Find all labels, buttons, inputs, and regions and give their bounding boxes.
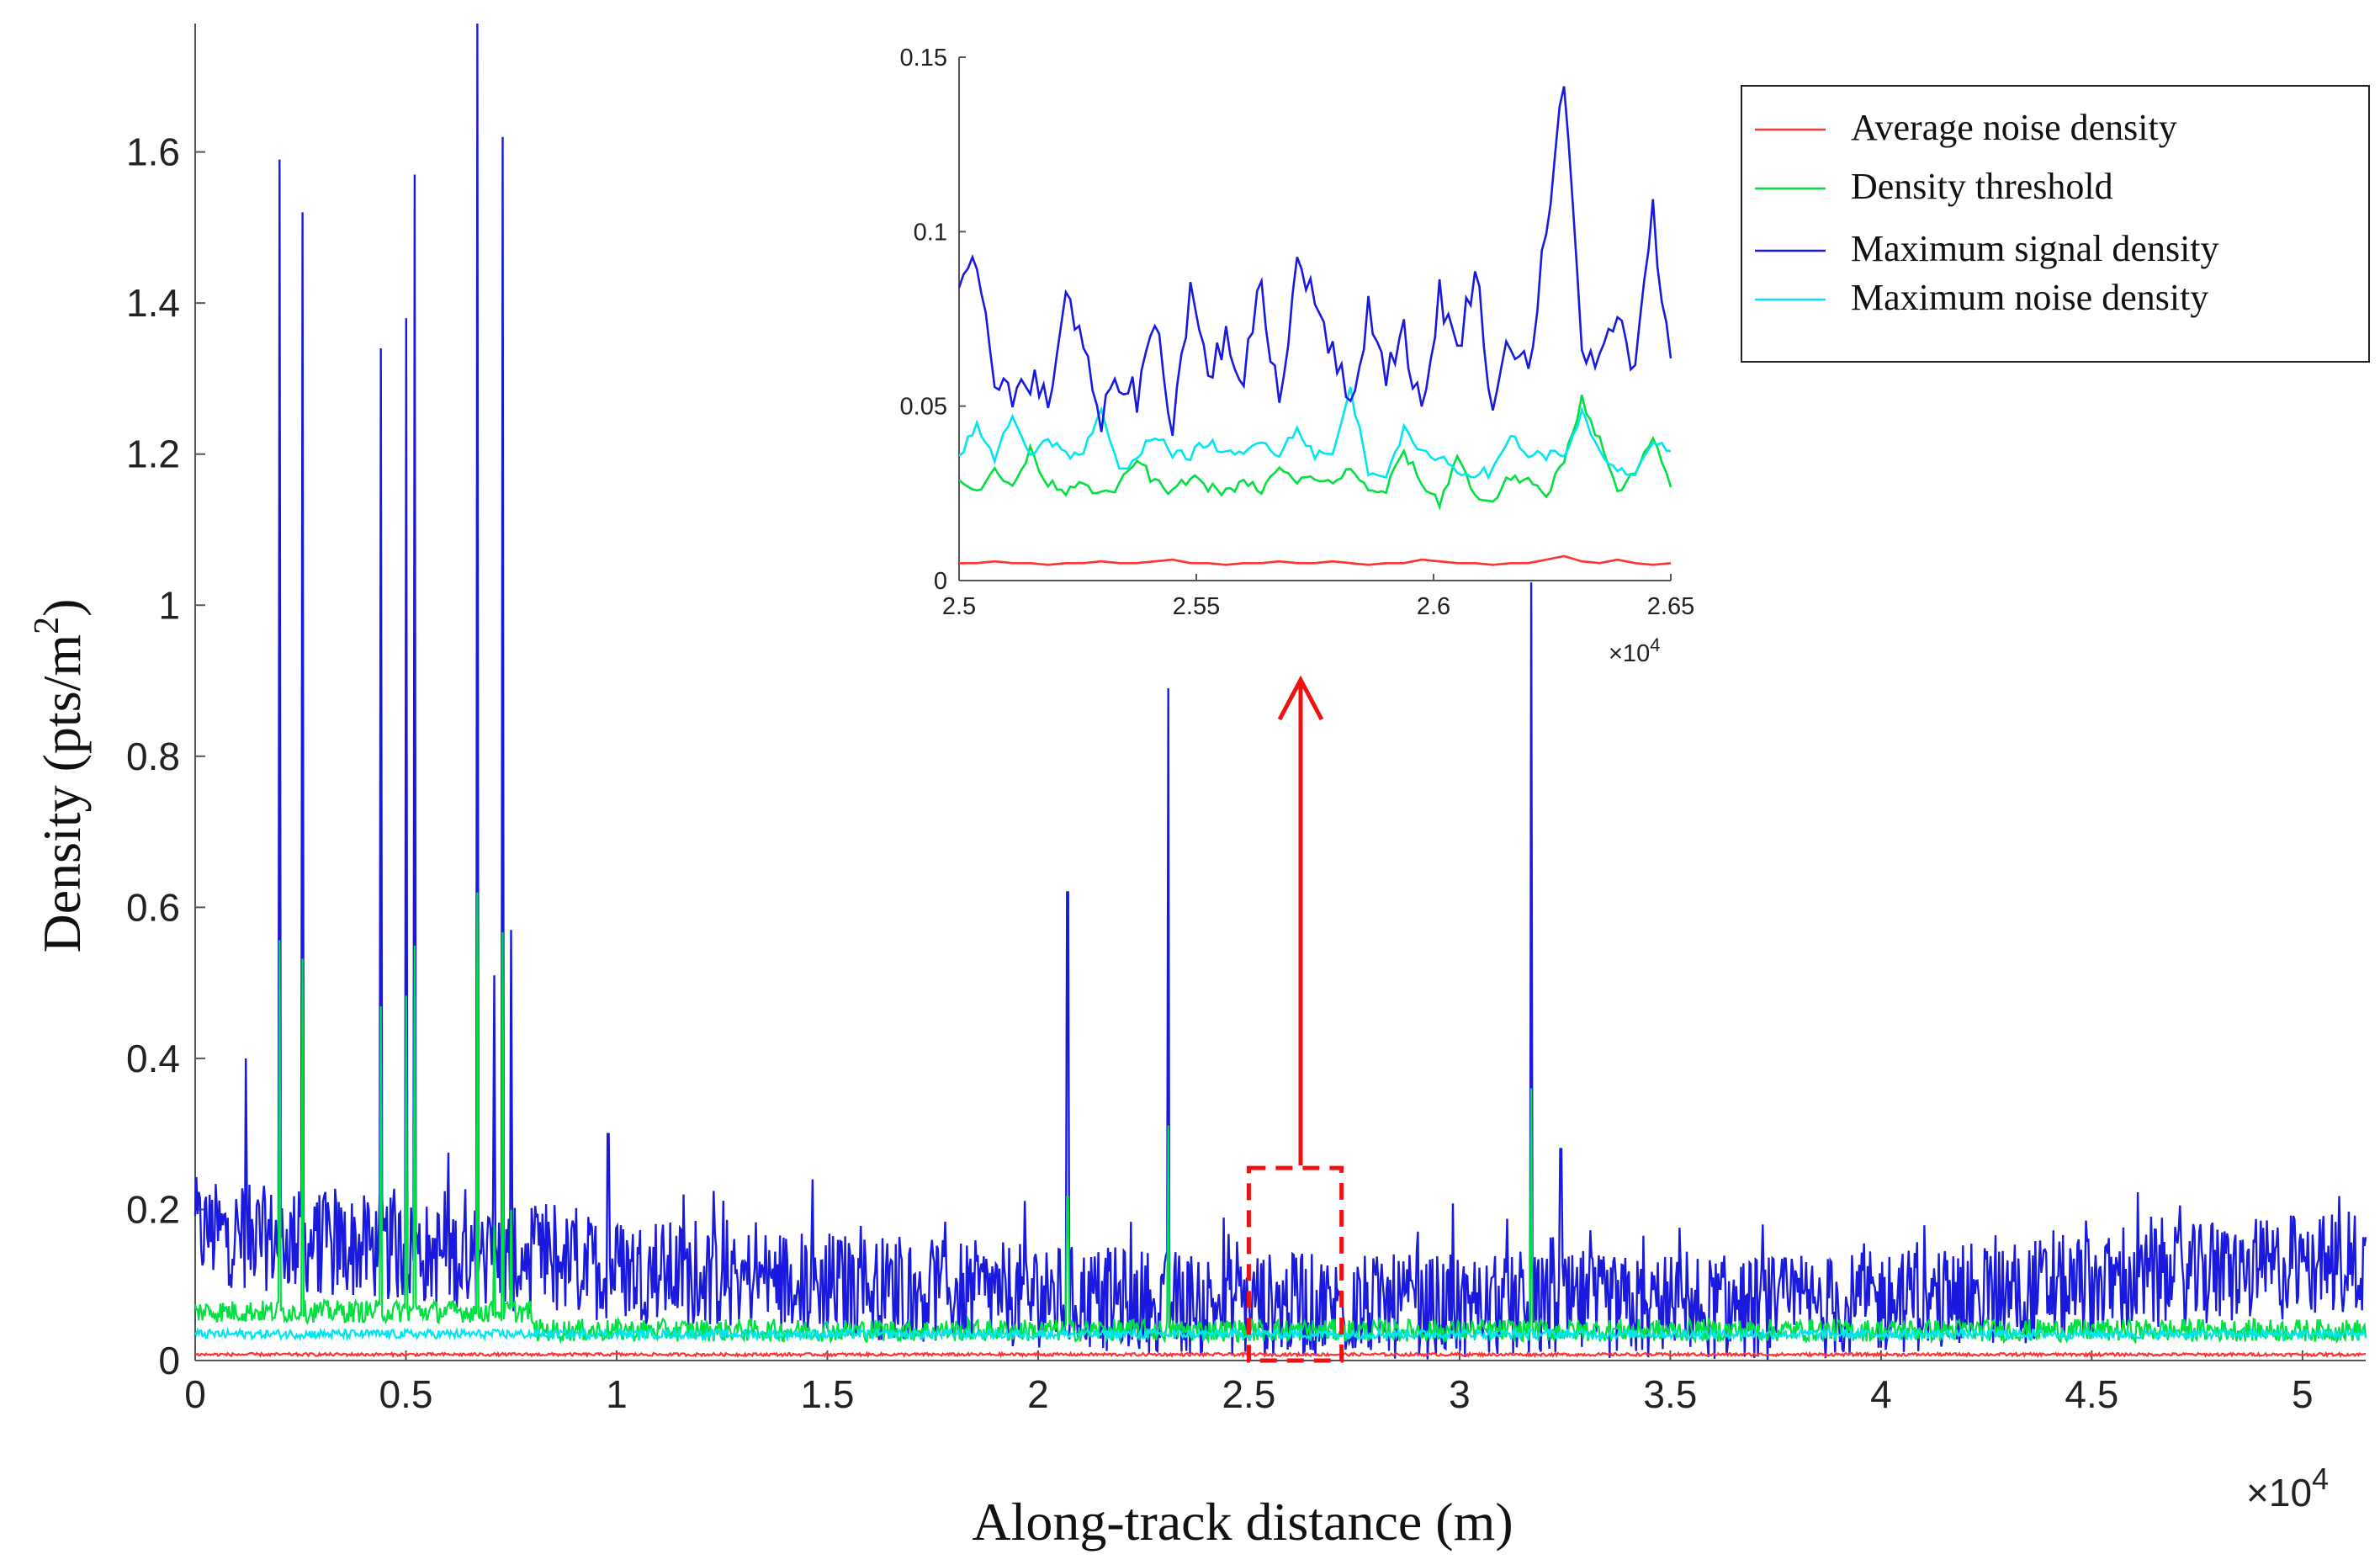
zoom-region-box (1246, 1165, 1344, 1363)
inset-series-line-maximum-signal-density (957, 86, 1672, 437)
zoom-arrow (1277, 675, 1324, 1165)
main-series-line-maximum-noise-density (194, 1326, 2367, 1343)
inset-y-ticks: 0 0.05 0.1 0.15 (900, 45, 966, 595)
legend: Average noise density Density threshold Ma… (1741, 85, 2370, 363)
inset-series-line-average-noise-density (959, 554, 1672, 566)
inset-x-tick-label: 2.6 (1417, 593, 1450, 620)
main-x-tick-label: 1 (606, 1372, 628, 1416)
inset-plot-area (958, 57, 1671, 581)
main-x-tick-label: 4 (1870, 1372, 1892, 1416)
inset-x-multiplier: ×104 (1609, 634, 1660, 667)
zoom-arrow-head (1277, 675, 1324, 721)
main-y-tick-label: 0.2 (126, 1187, 180, 1231)
main-y-tick-label: 1 (158, 583, 180, 627)
y-axis-label: Density (pts/m2) (28, 599, 92, 953)
legend-label: Maximum signal density (1851, 228, 2219, 269)
inset-background (959, 50, 1674, 581)
inset-series (957, 86, 1672, 566)
main-series-line-average-noise-density (194, 1350, 2367, 1359)
inset-y-tick-label: 0.1 (914, 219, 947, 246)
main-series (193, 23, 2367, 1361)
main-x-tick-label: 3.5 (1643, 1372, 1697, 1416)
legend-item: Maximum signal density (1755, 228, 2219, 269)
inset-series-line-maximum-noise-density (958, 386, 1672, 480)
inset-x-tick-label: 2.55 (1173, 593, 1220, 620)
main-plot-area (194, 24, 2366, 1361)
main-x-tick-label: 1.5 (800, 1372, 854, 1416)
legend-label: Density threshold (1851, 166, 2113, 207)
legend-label: Average noise density (1851, 107, 2177, 148)
main-y-tick-label: 1.6 (126, 130, 180, 174)
main-x-tick-label: 2 (1027, 1372, 1049, 1416)
x-axis-label: Along-track distance (m) (972, 1492, 1513, 1552)
main-y-tick-label: 0 (158, 1339, 180, 1382)
inset-x-ticks: 2.5 2.55 2.6 2.65 (942, 574, 1694, 620)
inset-y-tick-label: 0.05 (900, 394, 947, 421)
main-x-multiplier: ×104 (2246, 1462, 2329, 1515)
inset-y-tick-label: 0.15 (900, 45, 947, 72)
main-y-ticks: 0 0.2 0.4 0.6 0.8 1 1.2 1.4 1.6 (126, 130, 205, 1382)
main-x-tick-label: 0 (184, 1372, 206, 1416)
main-y-tick-label: 0.4 (126, 1037, 180, 1080)
inset-x-tick-label: 2.5 (942, 593, 976, 620)
inset-x-tick-label: 2.65 (1647, 593, 1694, 620)
legend-item: Average noise density (1755, 107, 2177, 148)
main-x-tick-label: 5 (2292, 1372, 2314, 1416)
main-x-tick-label: 0.5 (379, 1372, 433, 1416)
inset-y-tick-label: 0 (934, 568, 947, 595)
main-x-tick-label: 3 (1449, 1372, 1471, 1416)
main-y-tick-label: 0.6 (126, 885, 180, 929)
main-y-tick-label: 1.4 (126, 281, 180, 325)
inset-series-line-density-threshold (958, 395, 1672, 511)
main-x-tick-label: 2.5 (1222, 1372, 1275, 1416)
main-y-tick-label: 1.2 (126, 432, 180, 476)
legend-label: Maximum noise density (1851, 277, 2208, 318)
legend-item: Density threshold (1755, 166, 2113, 207)
main-x-tick-label: 4.5 (2065, 1372, 2118, 1416)
legend-item: Maximum noise density (1755, 277, 2208, 318)
main-y-tick-label: 0.8 (126, 735, 180, 778)
legend-box (1741, 85, 2370, 363)
